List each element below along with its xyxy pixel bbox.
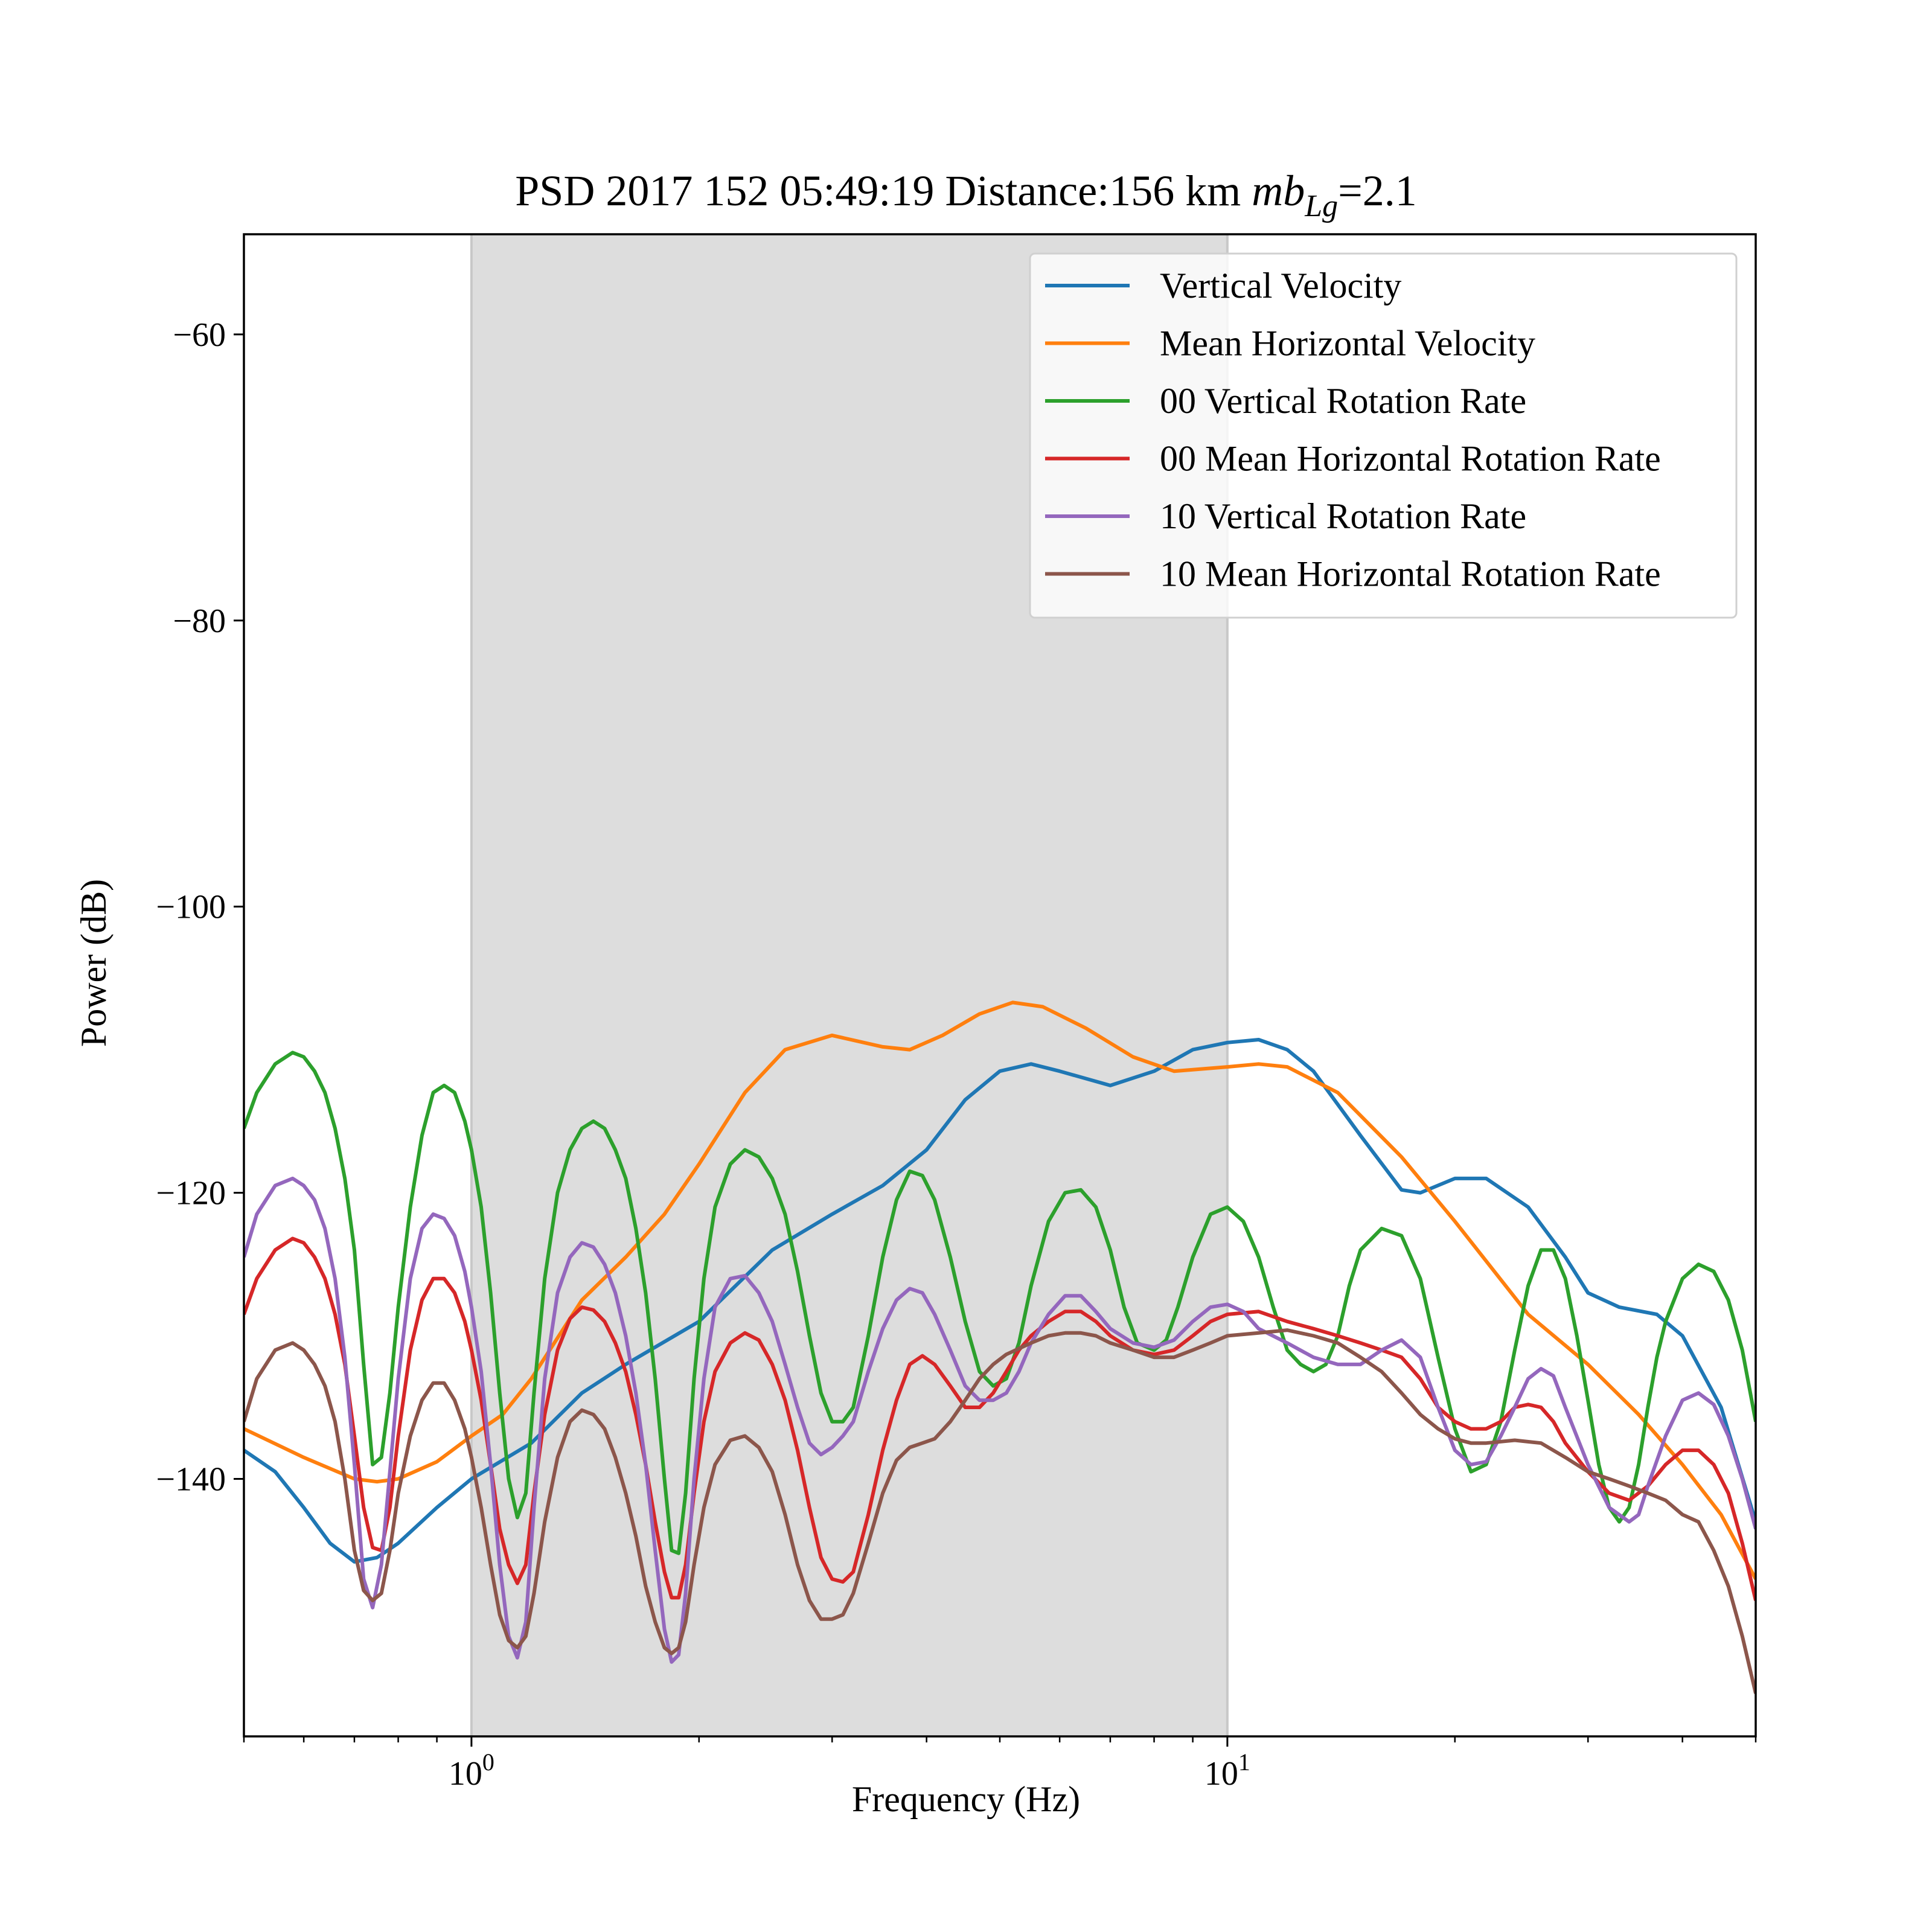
series-line-4 [244,1236,1756,1601]
y-axis-label: Power (dB) [74,879,114,1047]
x-tick-label: 100 [449,1748,494,1793]
series-line-5 [244,1176,1756,1664]
legend-label-2: Mean Horizontal Velocity [1160,324,1535,363]
y-tick-label: −80 [173,603,226,640]
x-tick-label: 101 [1204,1748,1250,1793]
series-line-1 [244,1038,1756,1564]
chart-title: PSD 2017 152 05:49:19 Distance:156 km mb… [515,167,1417,223]
legend-label-6: 10 Mean Horizontal Rotation Rate [1160,554,1661,594]
legend-label-5: 10 Vertical Rotation Rate [1160,496,1526,536]
series-line-3 [244,1051,1756,1555]
y-tick-label: −140 [156,1460,226,1498]
y-tick-label: −60 [173,316,226,354]
series-line-6 [244,1328,1756,1694]
x-axis-label: Frequency (Hz) [852,1779,1080,1819]
plot-area: −60 −80 −100 −120 −140 100 101 Vertical Velocit… [156,233,1757,1793]
legend-label-3: 00 Vertical Rotation Rate [1160,381,1526,421]
series-line-2 [244,1000,1756,1580]
y-tick-label: −120 [156,1175,226,1212]
legend-box [1029,252,1738,619]
legend-label-4: 00 Mean Horizontal Rotation Rate [1160,439,1661,479]
y-tick-label: −100 [156,889,226,926]
series-lines [244,1000,1756,1694]
legend-label-1: Vertical Velocity [1160,266,1401,305]
